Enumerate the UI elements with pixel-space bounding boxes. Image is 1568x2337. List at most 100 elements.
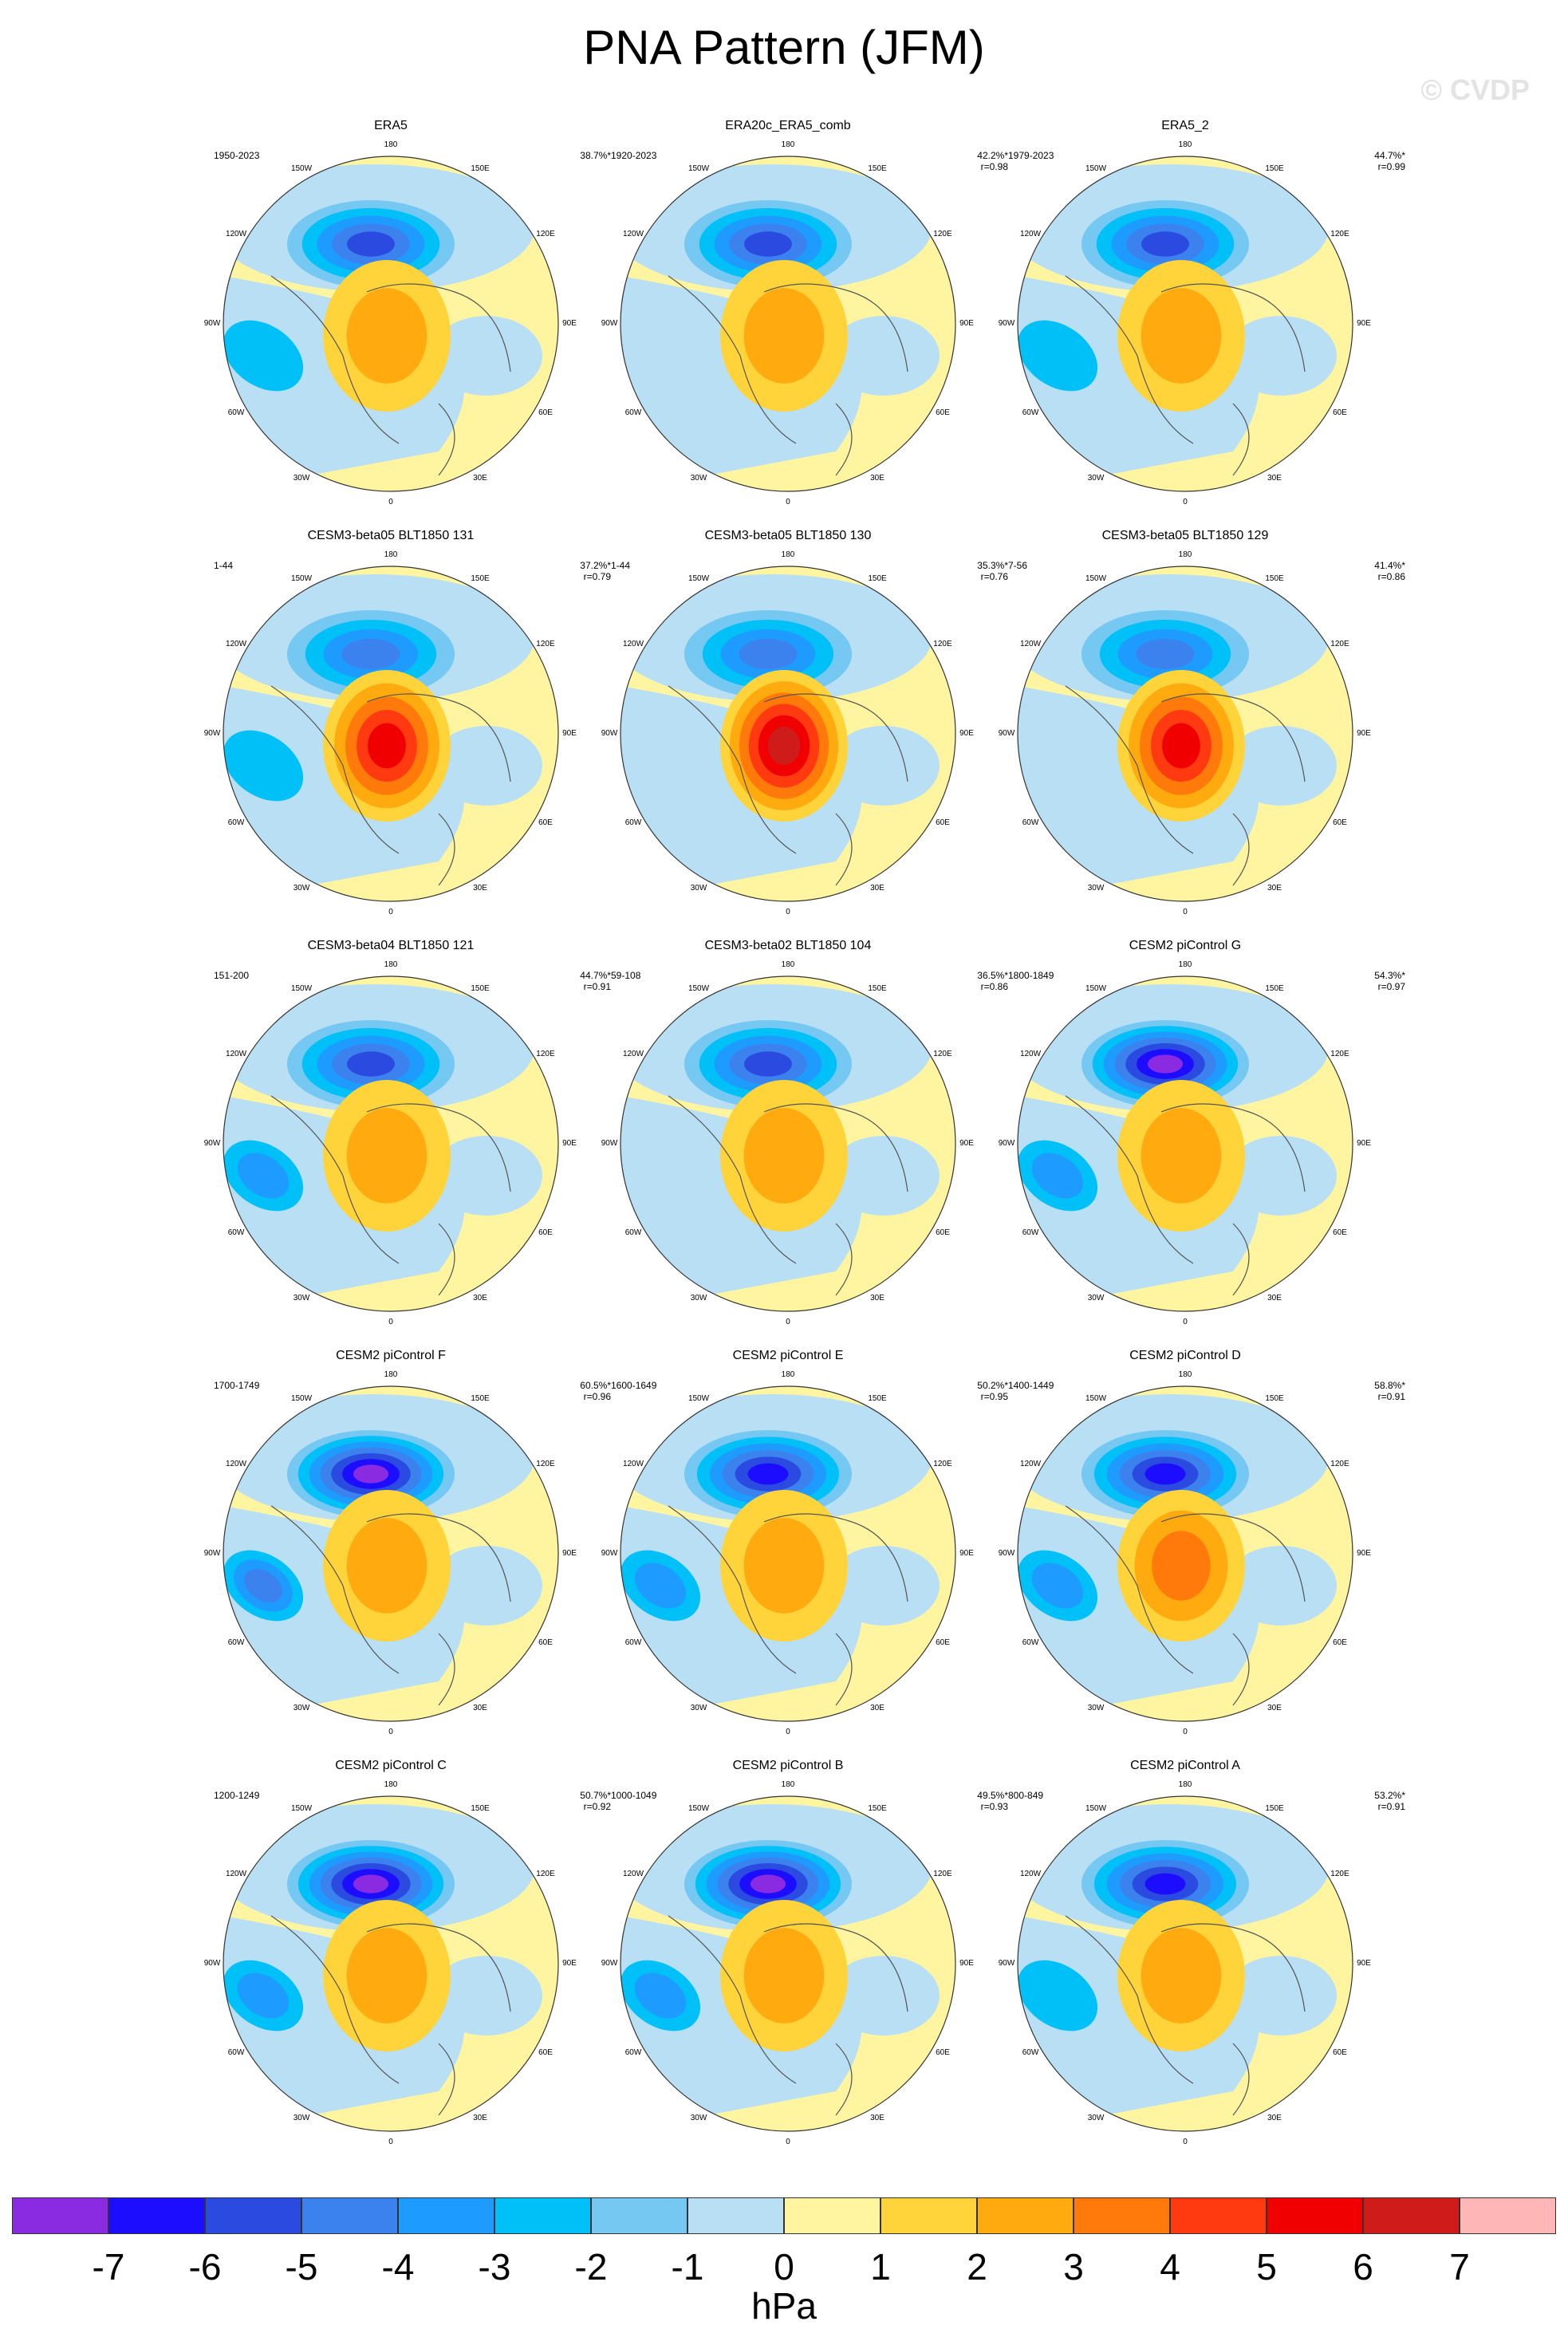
panel-title: ERA5_2 — [1161, 119, 1209, 132]
longitude-label: 60E — [936, 818, 950, 827]
longitude-label: 60E — [538, 1638, 553, 1647]
map-panel: CESM3-beta04 BLT1850 121 151-200 44.7%* r=0… — [204, 938, 664, 1326]
longitude-label: 120E — [933, 1870, 952, 1878]
longitude-label: 150E — [1265, 1394, 1284, 1403]
colorbar-tick-label: -3 — [478, 2246, 511, 2288]
longitude-label: 60W — [1022, 2048, 1039, 2057]
panel-variance-percent: 60.5%* — [580, 1380, 611, 1391]
colorbar-swatch — [301, 2197, 398, 2234]
longitude-label: 30W — [1087, 1703, 1105, 1712]
high-contour — [743, 1518, 825, 1614]
longitude-label: 60W — [624, 818, 642, 827]
longitude-label: 150W — [290, 1804, 313, 1813]
low-contour — [353, 1464, 389, 1484]
map-panel: ERA20c_ERA5_comb 1920-2023 42.2%* r=0.98 180… — [601, 118, 1061, 506]
longitude-label: 150W — [687, 984, 710, 993]
longitude-label: 150E — [471, 574, 490, 583]
coastline — [1065, 1095, 1306, 1296]
longitude-label: 30E — [1267, 1703, 1282, 1712]
longitude-label: 90E — [562, 1139, 577, 1148]
panel-pattern-correlation: r=0.91 — [1377, 1801, 1405, 1812]
map-panel: ERA5 1950-2023 38.7%* 180 150E 120E 90E 60E 30E 0… — [204, 118, 664, 506]
longitude-label: 120W — [622, 1870, 644, 1878]
low-contour — [744, 231, 792, 257]
colorbar-tick-label: -6 — [188, 2246, 222, 2288]
longitude-label: 150W — [290, 1394, 313, 1403]
longitude-label: 180 — [1178, 140, 1192, 149]
atlantic-low-contour — [223, 320, 304, 392]
longitude-label: 30W — [690, 1293, 707, 1302]
map-panel: CESM3-beta02 BLT1850 104 59-108 36.5%* r=0.… — [601, 938, 1061, 1326]
panel-title: CESM3-beta05 BLT1850 129 — [1101, 529, 1269, 542]
panel-title: CESM3-beta02 BLT1850 104 — [704, 939, 872, 952]
map-panel: CESM2 piControl D 1400-1449 58.8%* r=0.91 18… — [999, 1348, 1458, 1736]
map-boundary — [620, 1385, 956, 1722]
panel-years: 1979-2023 — [1008, 150, 1054, 161]
colorbar — [12, 2197, 1556, 2234]
atlantic-low-contour — [223, 730, 304, 802]
longitude-label: 30W — [690, 2113, 707, 2122]
longitude-label: 180 — [1178, 1370, 1192, 1379]
longitude-label: 60E — [936, 2048, 950, 2057]
longitude-label: 90W — [601, 729, 618, 738]
longitude-label: 150W — [290, 574, 313, 583]
polar-map — [620, 1385, 956, 1722]
watermark-logo: © CVDP — [1420, 73, 1530, 106]
longitude-label: 150W — [1085, 1804, 1107, 1813]
longitude-label: 90E — [1357, 1139, 1371, 1148]
longitude-label: 0 — [388, 1318, 393, 1326]
coastline — [270, 1915, 511, 2116]
longitude-label: 60W — [1022, 818, 1039, 827]
longitude-label: 150W — [1085, 574, 1107, 583]
figure-title: PNA Pattern (JFM) — [583, 21, 985, 74]
coastline — [668, 1505, 908, 1706]
colorbar-tick-label: -2 — [574, 2246, 608, 2288]
longitude-label: 180 — [781, 960, 795, 969]
high-contour — [743, 288, 825, 384]
longitude-label: 120W — [1019, 640, 1042, 648]
longitude-label: 120E — [1330, 1050, 1349, 1058]
field-eurasia-negative — [1225, 1546, 1337, 1626]
high-contour — [346, 288, 427, 384]
longitude-label: 60W — [624, 2048, 642, 2057]
map-panel: CESM2 piControl C 1200-1249 50.7%* r=0.92 18… — [204, 1758, 664, 2146]
atlantic-low-contour — [634, 1563, 687, 1609]
longitude-label: 150E — [471, 984, 490, 993]
map-boundary — [620, 566, 956, 902]
longitude-label: 30E — [870, 473, 884, 483]
panel-title: CESM3-beta05 BLT1850 131 — [307, 529, 475, 542]
map-panel: CESM2 piControl B 1000-1049 49.5%* r=0.93 18… — [601, 1758, 1061, 2146]
low-contour — [744, 1051, 792, 1077]
field-eurasia-negative — [1225, 316, 1337, 396]
panel-variance-percent: 36.5%* — [977, 970, 1008, 981]
longitude-label: 180 — [1178, 960, 1192, 969]
longitude-label: 60E — [936, 1638, 950, 1647]
map-boundary — [620, 1795, 956, 2132]
map-boundary — [620, 975, 956, 1312]
longitude-label: 90W — [998, 1139, 1015, 1148]
longitude-label: 90E — [959, 729, 974, 738]
longitude-label: 30W — [1087, 2113, 1105, 2122]
longitude-label: 30W — [1087, 473, 1105, 483]
field-eurasia-negative — [828, 1136, 940, 1216]
longitude-label: 0 — [786, 2138, 790, 2146]
panel-years: 1600-1649 — [611, 1380, 657, 1391]
coastline — [668, 685, 908, 886]
longitude-label: 30W — [293, 1703, 310, 1712]
longitude-label: 150W — [1085, 1394, 1107, 1403]
longitude-label: 120W — [1019, 1870, 1042, 1878]
low-contour — [750, 1874, 786, 1894]
polar-map — [1017, 1795, 1353, 2132]
longitude-label: 60E — [538, 1228, 553, 1237]
panel-variance-percent: 49.5%* — [977, 1790, 1008, 1801]
panel-pattern-correlation: r=0.79 — [583, 571, 611, 582]
longitude-label: 0 — [1183, 2138, 1188, 2146]
map-boundary — [223, 1385, 559, 1722]
longitude-label: 90E — [562, 319, 577, 328]
low-contour — [347, 231, 395, 257]
panel-years: 1200-1249 — [214, 1790, 260, 1801]
longitude-label: 150E — [868, 574, 887, 583]
panel-years: 1950-2023 — [214, 150, 260, 161]
coastline — [270, 275, 511, 476]
longitude-label: 0 — [1183, 498, 1188, 506]
